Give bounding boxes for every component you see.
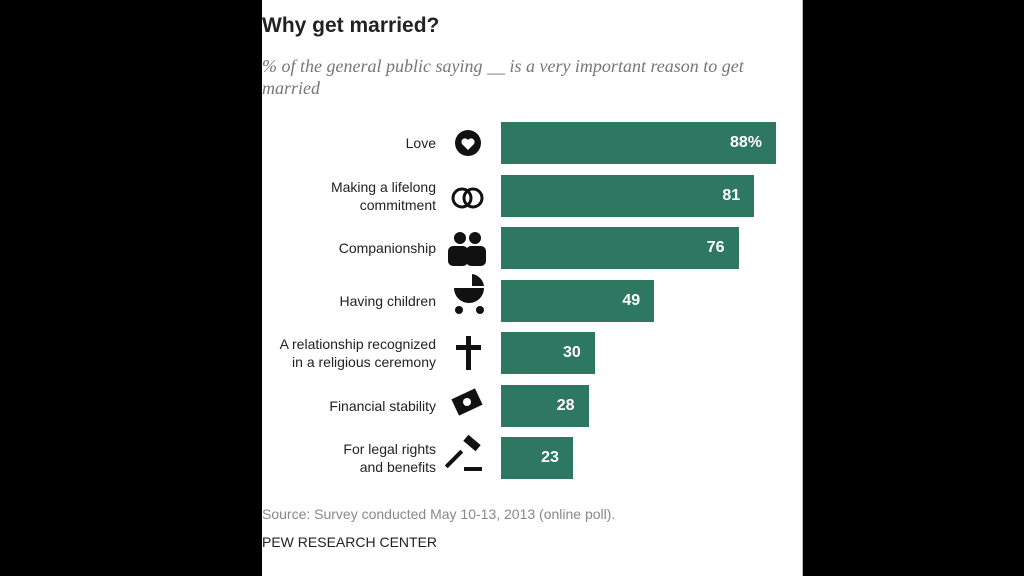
stroller-icon [454, 274, 484, 314]
category-label: A relationship recognized in a religious… [279, 336, 436, 370]
heart-icon [455, 130, 481, 156]
category-label: Companionship [338, 240, 436, 256]
bar [501, 122, 776, 164]
bar [501, 227, 739, 269]
value-label: 81 [722, 186, 741, 204]
cross-icon [456, 336, 481, 370]
category-label: For legal rights and benefits [343, 441, 436, 475]
money-icon [451, 388, 483, 416]
category-label: Having children [339, 292, 437, 309]
chart-subtitle: % of the general public saying __ is a v… [262, 56, 744, 98]
bar [501, 174, 755, 217]
icons [444, 130, 486, 471]
value-label: 30 [562, 344, 581, 361]
category-label: Love [405, 135, 436, 151]
bar [501, 279, 655, 322]
gavel-icon [444, 434, 482, 471]
bar [501, 437, 573, 479]
bar [501, 384, 589, 427]
chart-title: Why get married? [262, 14, 440, 37]
value-label: 76 [706, 239, 725, 256]
bar [501, 332, 595, 374]
source-note: Source: Survey conducted May 10-13, 2013… [262, 506, 616, 522]
value-label: 49 [622, 291, 641, 309]
category-label: Making a lifelong commitment [330, 178, 436, 213]
value-label: 23 [541, 449, 559, 466]
chart-panel: Why get married? % of the general public… [262, 0, 803, 576]
footer: PEW RESEARCH CENTER [262, 534, 438, 550]
rings-icon [451, 187, 484, 209]
value-label: 28 [556, 396, 575, 414]
category-label: Financial stability [329, 397, 436, 414]
people-icon [448, 232, 486, 266]
value-label: 88% [729, 134, 762, 151]
